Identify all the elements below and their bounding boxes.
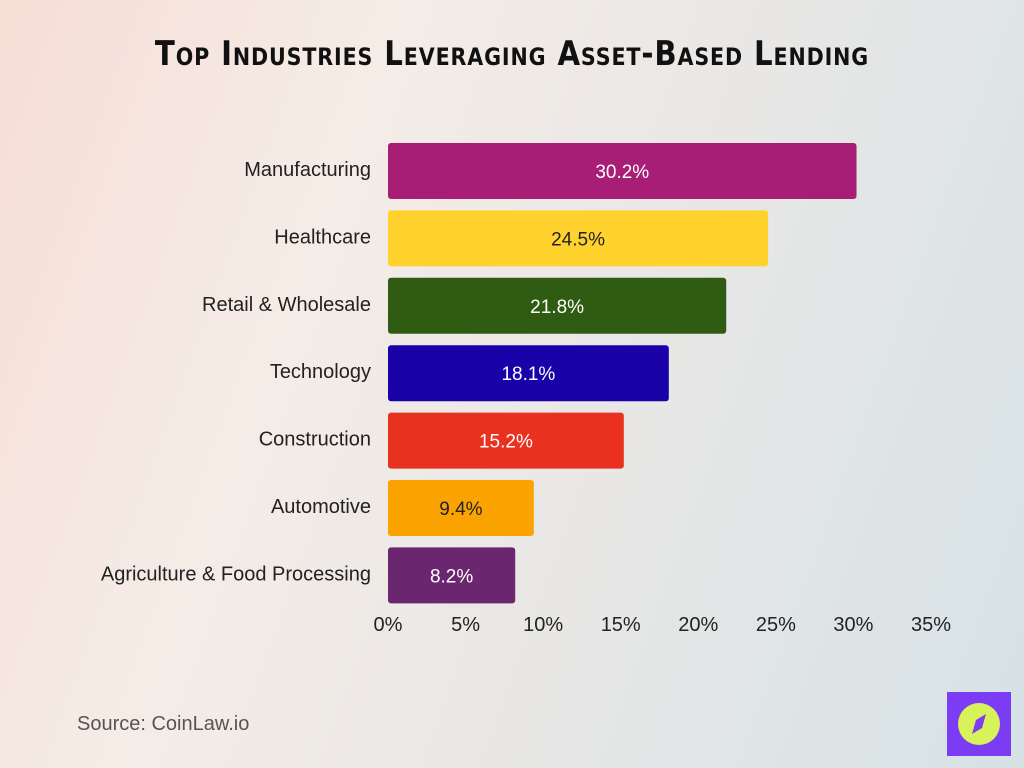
x-tick-label: 10% <box>523 614 563 636</box>
data-label: 9.4% <box>439 499 482 520</box>
category-label: Manufacturing <box>244 159 371 181</box>
data-label: 30.2% <box>595 162 649 183</box>
category-label: Technology <box>270 361 371 383</box>
x-tick-label: 30% <box>833 614 873 636</box>
x-tick-label: 0% <box>374 614 403 636</box>
data-label: 24.5% <box>551 229 605 250</box>
data-label: 15.2% <box>479 432 533 453</box>
x-tick-label: 15% <box>601 614 641 636</box>
bar <box>388 143 857 199</box>
chart-title: Top Industries Leveraging Asset-Based Le… <box>154 34 870 74</box>
category-label: Healthcare <box>274 226 371 248</box>
data-label: 18.1% <box>501 364 555 385</box>
x-tick-label: 35% <box>911 614 951 636</box>
bar <box>388 480 534 536</box>
data-label: 21.8% <box>530 297 584 318</box>
category-label: Retail & Wholesale <box>202 294 371 316</box>
bar <box>388 210 769 267</box>
data-label: 8.2% <box>430 566 473 587</box>
bar <box>388 547 516 604</box>
bar <box>388 412 624 469</box>
category-label: Agriculture & Food Processing <box>101 563 371 585</box>
logo <box>947 692 1011 756</box>
category-label: Automotive <box>271 496 371 518</box>
bar <box>388 345 669 402</box>
bar <box>388 277 727 334</box>
x-tick-label: 20% <box>678 614 718 636</box>
x-tick-label: 5% <box>451 614 480 636</box>
category-label: Construction <box>259 429 371 451</box>
x-tick-label: 25% <box>756 614 796 636</box>
compass-icon <box>958 703 1000 745</box>
source-text: Source: CoinLaw.io <box>77 713 250 735</box>
